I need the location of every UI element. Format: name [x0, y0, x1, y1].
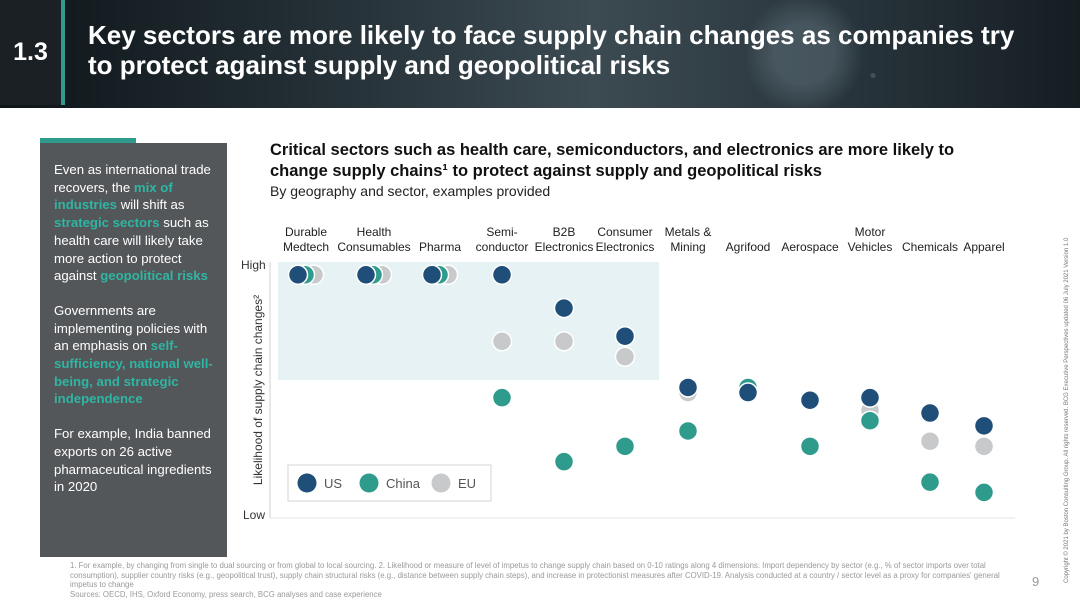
header-background-image	[620, 0, 1080, 108]
category-label: Motor	[855, 225, 886, 239]
section-number-box: 1.3	[0, 0, 65, 105]
data-point-china	[859, 410, 881, 431]
y-high-label: High	[241, 258, 266, 272]
category-label: Chemicals	[902, 240, 958, 254]
footnotes: 1. For example, by changing from single …	[70, 561, 1010, 599]
sidebar-text: Governments are implementing policies wi…	[54, 302, 208, 354]
sidebar-text: For example, India banned exports on 26 …	[54, 426, 212, 495]
category-label: Electronics	[535, 240, 594, 254]
category-label: Semi-	[486, 225, 517, 239]
legend-marker-eu	[431, 473, 451, 493]
data-point-us	[421, 264, 443, 286]
sidebar-highlight: self-sufficiency, national well-being, a…	[54, 338, 213, 407]
sidebar-highlight: strategic sectors	[54, 215, 160, 231]
data-point-us	[859, 387, 881, 408]
data-point-china	[553, 451, 575, 472]
data-point-us	[799, 389, 821, 411]
data-point-us	[677, 377, 699, 398]
data-point-us	[973, 415, 995, 437]
data-point-us	[287, 264, 309, 286]
data-point-us	[614, 325, 636, 347]
header-banner: 1.3 Key sectors are more likely to face …	[0, 0, 1080, 108]
category-label: Consumables	[337, 240, 410, 254]
legend-label-us: US	[324, 476, 342, 491]
data-point-us	[553, 297, 575, 319]
category-label: Consumer	[597, 225, 652, 239]
legend-marker-china	[359, 473, 379, 493]
highlight-region	[278, 262, 659, 380]
sidebar-text: Even as international trade recovers, th…	[54, 162, 211, 195]
data-point-china	[799, 436, 821, 457]
data-point-china	[919, 471, 941, 493]
category-label: Medtech	[283, 240, 329, 254]
data-point-us	[355, 264, 377, 286]
sidebar-text: such as health care will likely take mor…	[54, 215, 209, 284]
sidebar-accent-bar	[40, 138, 136, 143]
sidebar-highlight: geopolitical risks	[100, 268, 208, 284]
sidebar-highlight: mix of industries	[54, 179, 173, 213]
sidebar-paragraph-2: Governments are implementing policies wi…	[54, 302, 217, 408]
category-label: Durable	[285, 225, 327, 239]
category-label: Vehicles	[848, 240, 893, 254]
footnote-text: 1. For example, by changing from single …	[70, 561, 1000, 590]
data-point-eu	[553, 331, 575, 352]
legend-marker-us	[297, 473, 317, 493]
category-label: Apparel	[963, 240, 1004, 254]
category-label: Aerospace	[781, 240, 839, 254]
data-point-eu	[973, 436, 995, 457]
data-point-eu	[919, 430, 941, 452]
chart-subtitle: By geography and sector, examples provid…	[270, 183, 551, 199]
category-label: Pharma	[419, 240, 461, 254]
legend-label-eu: EU	[458, 476, 476, 491]
category-label: Agrifood	[726, 240, 771, 254]
section-number: 1.3	[13, 38, 48, 66]
sidebar-text: will shift as	[117, 197, 185, 213]
category-label: Health	[357, 225, 392, 239]
data-point-china	[614, 436, 636, 457]
sidebar-panel: Even as international trade recovers, th…	[40, 143, 227, 557]
data-point-china	[491, 387, 513, 408]
sidebar-paragraph-1: Even as international trade recovers, th…	[54, 161, 217, 285]
category-label: Metals &	[665, 225, 712, 239]
data-point-us	[491, 264, 513, 286]
data-point-us	[737, 382, 759, 403]
page-number: 9	[1032, 574, 1040, 589]
y-low-label: Low	[243, 508, 265, 522]
data-point-eu	[491, 331, 513, 352]
category-label: B2B	[553, 225, 576, 239]
y-axis-title: Likelihood of supply chain changes²	[251, 295, 265, 485]
category-label: Mining	[670, 240, 705, 254]
legend-box	[287, 464, 492, 502]
slide-title: Key sectors are more likely to face supp…	[88, 20, 1015, 80]
footnote-sources: Sources: OECD, IHS, Oxford Economy, pres…	[70, 589, 382, 599]
legend-label-china: China	[386, 476, 421, 491]
category-label: Electronics	[596, 240, 655, 254]
copyright-notice: Copyright © 2021 by Boston Consulting Gr…	[1064, 237, 1070, 583]
category-label: conductor	[476, 240, 529, 254]
chart-title: Critical sectors such as health care, se…	[270, 141, 955, 180]
sidebar-paragraph-3: For example, India banned exports on 26 …	[54, 425, 217, 496]
data-point-eu	[614, 346, 636, 367]
data-point-china	[973, 482, 995, 503]
data-point-china	[677, 420, 699, 442]
data-point-us	[919, 402, 941, 424]
